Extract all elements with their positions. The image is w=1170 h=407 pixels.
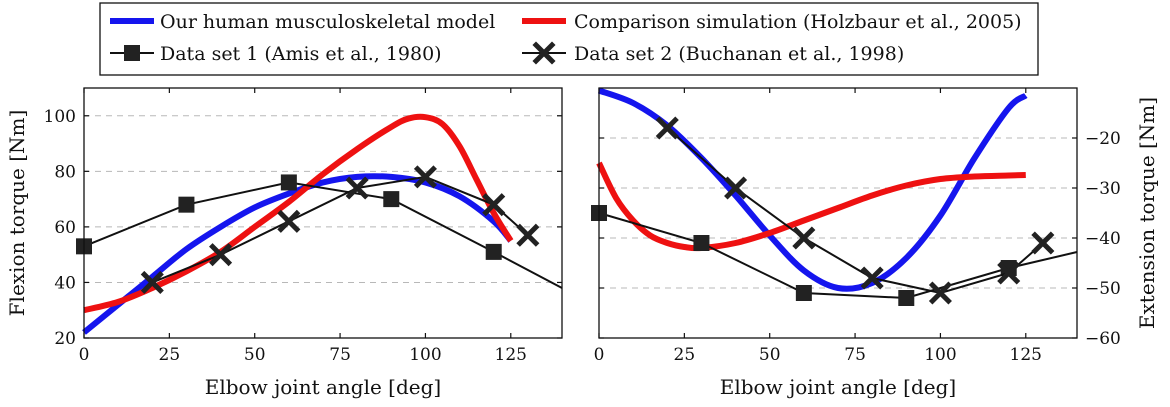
legend-entry-comparison: Comparison simulation (Holzbaur et al., … — [522, 11, 1022, 33]
extension-series-3-cross-marker — [928, 281, 952, 305]
extension-series-3-cross-marker — [724, 176, 748, 200]
flexion-series-3-cross-marker — [482, 193, 506, 217]
flexion-x-axis-label: Elbow joint angle [deg] — [205, 375, 441, 399]
legend-swatch-data1-marker — [124, 45, 140, 61]
flexion-y-tick-label: 60 — [54, 218, 76, 238]
extension-y-tick-label: −30 — [1085, 179, 1121, 199]
extension-series-3-cross-marker — [655, 116, 679, 140]
flexion-series-2-square-marker — [178, 196, 195, 213]
legend-box — [99, 2, 1039, 76]
flexion-series-2-line — [83, 181, 563, 289]
flexion-x-tick-label: 50 — [244, 345, 266, 365]
flexion-x-tick-label: 125 — [495, 345, 527, 365]
legend-label-model: Our human musculoskeletal model — [160, 11, 495, 33]
flexion-plot-frame — [83, 87, 563, 339]
flexion-series-3-cross-marker — [209, 243, 233, 267]
legend-label-data1: Data set 1 (Amis et al., 1980) — [160, 43, 442, 65]
flexion-chart: 0 25 50 75 100 125 20 40 60 80 100 Elbow joint ang… — [5, 87, 563, 399]
extension-x-tick-label: 125 — [1010, 345, 1042, 365]
extension-x-axis-label: Elbow joint angle [deg] — [720, 375, 956, 399]
flexion-series-3-line — [151, 175, 529, 284]
legend-entry-data2: Data set 2 (Buchanan et al., 1998) — [522, 41, 904, 65]
flexion-series-3-cross-marker — [413, 165, 437, 189]
flexion-y-tick-label: 80 — [54, 162, 76, 182]
extension-series-3-line — [666, 127, 1044, 295]
legend-entry-model: Our human musculoskeletal model — [110, 11, 495, 33]
flexion-x-tick-label: 25 — [159, 345, 181, 365]
flexion-x-tick-label: 75 — [329, 345, 351, 365]
extension-series-3-cross-marker — [860, 266, 884, 290]
extension-y-tick-label: −60 — [1085, 329, 1121, 349]
extension-series-3-cross-marker — [997, 261, 1021, 285]
extension-series-2-line — [598, 212, 1078, 300]
extension-y-tick-label: −50 — [1085, 279, 1121, 299]
flexion-series-3-cross-marker — [345, 176, 369, 200]
flexion-x-tick-label: 0 — [79, 345, 90, 365]
flexion-series-1-line — [83, 113, 514, 314]
extension-y-tick-label: −40 — [1085, 229, 1121, 249]
extension-x-tick-label: 0 — [594, 345, 605, 365]
flexion-y-tick-label: 40 — [54, 273, 76, 293]
extension-x-tick-label: 100 — [924, 345, 956, 365]
extension-x-tick-label: 75 — [844, 345, 866, 365]
extension-series-3-cross-marker — [1031, 231, 1055, 255]
extension-chart: 0 25 50 75 100 125 −60 −50 −40 −30 −20 Elbow joint… — [591, 87, 1159, 399]
flexion-x-tick-label: 100 — [409, 345, 441, 365]
legend: Our human musculoskeletal model Comparis… — [99, 2, 1039, 76]
flexion-series-0-line — [82, 173, 514, 335]
extension-series-2-square-marker — [795, 285, 812, 301]
flexion-series-3-cross-marker — [140, 270, 164, 294]
extension-y-axis-label: Extension torque [Nm] — [1135, 97, 1159, 329]
legend-entry-data1: Data set 1 (Amis et al., 1980) — [110, 43, 442, 65]
flexion-series-2-square-marker — [485, 243, 502, 260]
extension-x-tick-label: 50 — [759, 345, 781, 365]
flexion-series-3-cross-marker — [516, 223, 540, 247]
extension-plot-frame — [598, 87, 1078, 339]
flexion-y-tick-label: 100 — [44, 107, 76, 127]
legend-label-comparison: Comparison simulation (Holzbaur et al., … — [574, 11, 1022, 33]
extension-series-2-square-marker — [898, 290, 915, 306]
flexion-series-2-square-marker — [383, 191, 400, 208]
legend-label-data2: Data set 2 (Buchanan et al., 1998) — [574, 43, 904, 65]
flexion-series-2-square-marker — [280, 174, 297, 191]
flexion-series-3-cross-marker — [277, 209, 301, 233]
legend-swatch-data2-marker — [532, 41, 556, 65]
extension-y-tick-label: −20 — [1085, 129, 1121, 149]
flexion-y-axis-label: Flexion torque [Nm] — [5, 110, 29, 317]
extension-x-tick-label: 25 — [674, 345, 696, 365]
extension-series-3-cross-marker — [792, 226, 816, 250]
extension-series-1-line — [596, 161, 1026, 252]
extension-series-2-square-marker — [693, 235, 710, 251]
flexion-y-tick-label: 20 — [54, 329, 76, 349]
